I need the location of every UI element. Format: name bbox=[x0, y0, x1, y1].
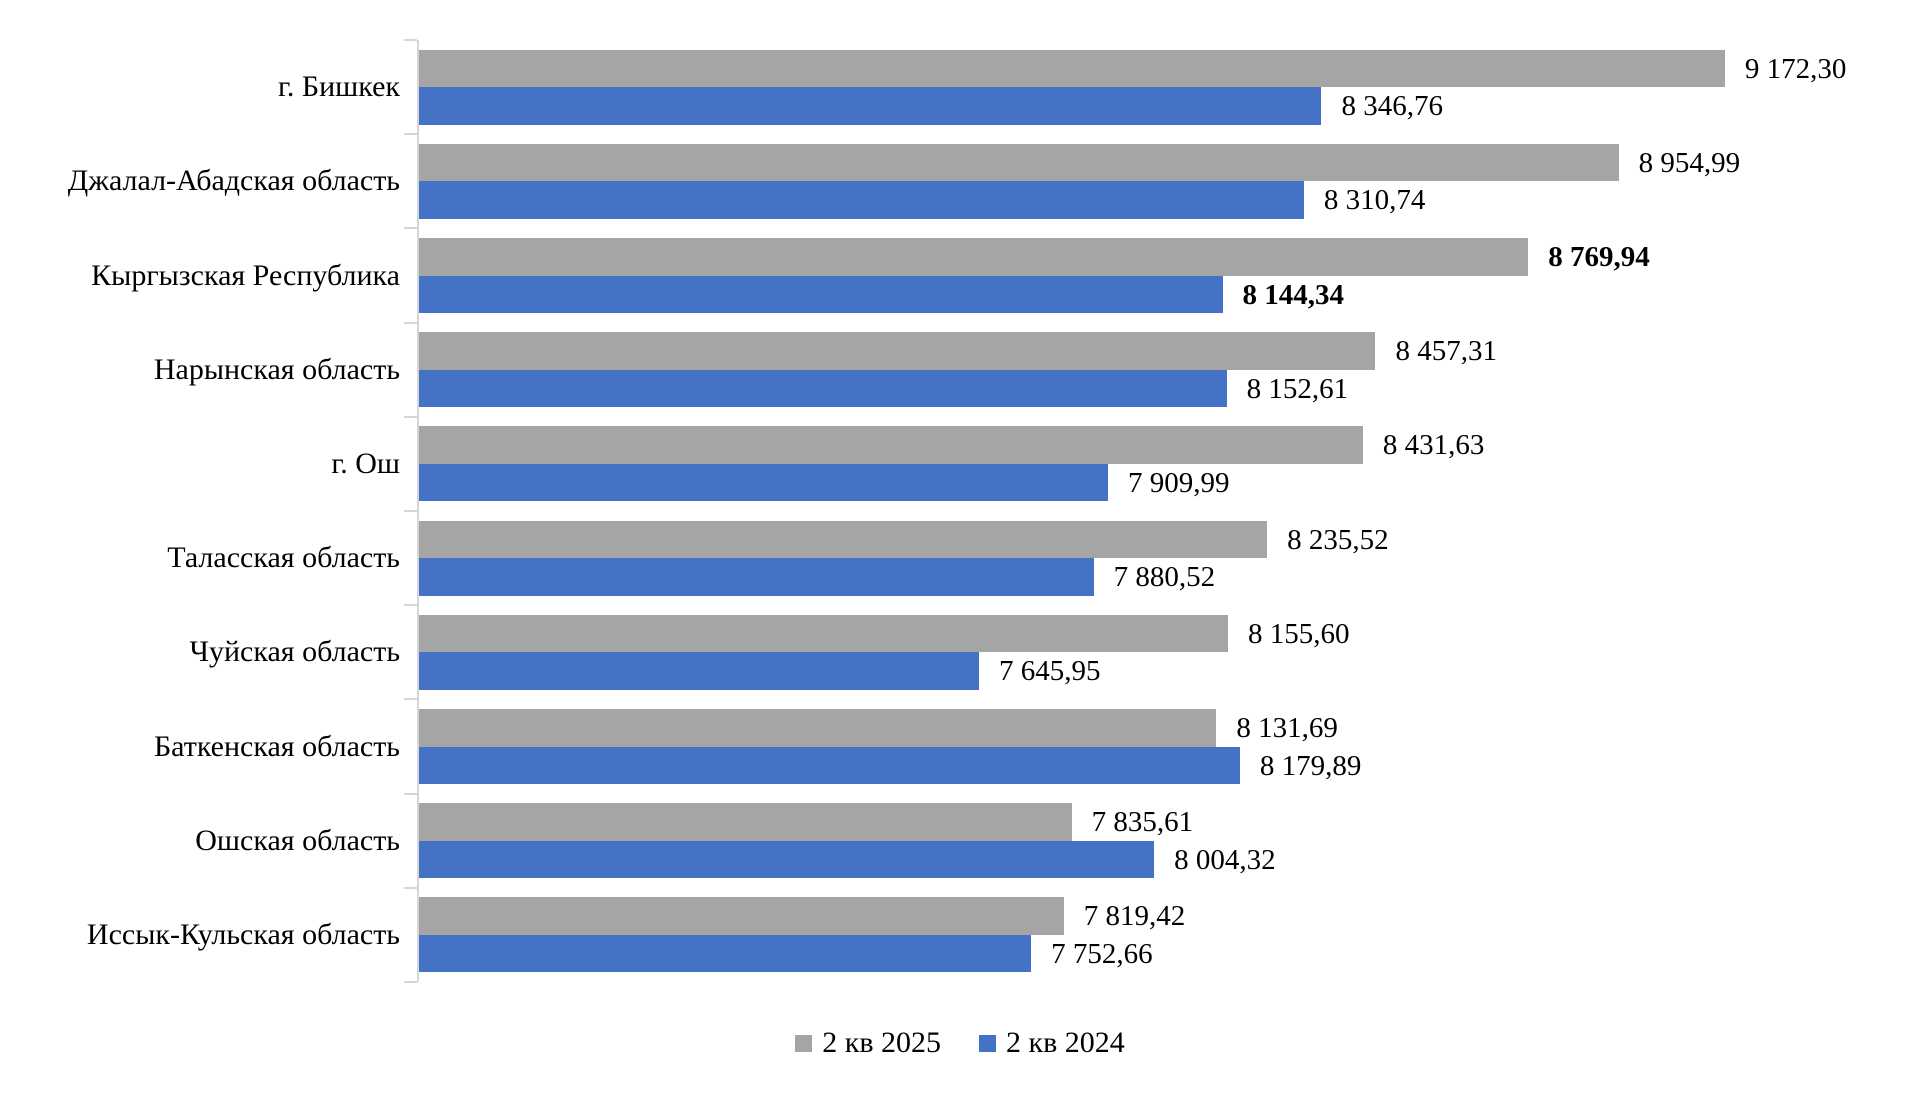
value-label-2-кв-2024: 7 752,66 bbox=[1051, 937, 1153, 970]
bar-2-кв-2025 bbox=[419, 709, 1217, 747]
bar-2-кв-2024 bbox=[419, 652, 979, 690]
axis-tick bbox=[404, 39, 417, 41]
axis-tick bbox=[404, 321, 417, 324]
bar-2-кв-2024 bbox=[419, 275, 1223, 313]
bar-2-кв-2025 bbox=[419, 614, 1229, 653]
bar-2-кв-2025 bbox=[419, 426, 1363, 464]
legend-item-2025: 2 кв 2025 bbox=[795, 1026, 941, 1060]
value-label-2-кв-2024: 8 152,61 bbox=[1246, 372, 1349, 405]
category-label: Ошская область bbox=[195, 823, 400, 857]
category-label: Иссык-Кульская область bbox=[86, 917, 400, 951]
legend-item-2024: 2 кв 2024 bbox=[979, 1026, 1125, 1060]
value-label-2-кв-2025: 8 131,69 bbox=[1236, 712, 1338, 744]
axis-tick bbox=[404, 792, 417, 795]
category-label: Таласская область bbox=[167, 541, 400, 575]
value-label-2-кв-2025: 8 155,60 bbox=[1248, 617, 1350, 650]
category-label: Нарынская область bbox=[153, 352, 400, 386]
value-label-2-кв-2024: 8 346,76 bbox=[1341, 90, 1443, 123]
legend-swatch-2025-icon bbox=[795, 1034, 813, 1052]
bar-2-кв-2025 bbox=[419, 49, 1725, 88]
bar-2-кв-2025 bbox=[419, 332, 1376, 370]
axis-tick bbox=[404, 604, 417, 607]
bar-2-кв-2024 bbox=[419, 181, 1304, 219]
axis-tick bbox=[404, 133, 417, 136]
bar-2-кв-2024 bbox=[419, 369, 1227, 408]
axis-tick bbox=[404, 981, 417, 983]
category-label: г. Бишкек bbox=[277, 70, 400, 104]
bar-2-кв-2024 bbox=[419, 463, 1108, 502]
category-label: г. Ош bbox=[331, 446, 400, 480]
value-label-2-кв-2025: 9 172,30 bbox=[1744, 52, 1847, 85]
value-label-2-кв-2025: 8 235,52 bbox=[1287, 523, 1389, 556]
bar-2-кв-2024 bbox=[419, 840, 1155, 879]
legend: 2 кв 2025 2 кв 2024 bbox=[0, 1026, 1920, 1060]
legend-label-2024: 2 кв 2024 bbox=[1006, 1026, 1125, 1059]
value-label-2-кв-2024: 7 909,99 bbox=[1128, 466, 1230, 499]
bar-2-кв-2025 bbox=[419, 897, 1064, 935]
legend-label-2025: 2 кв 2025 bbox=[822, 1026, 941, 1059]
legend-swatch-2024-icon bbox=[979, 1034, 996, 1052]
bar-2-кв-2024 bbox=[419, 558, 1094, 596]
bar-2-кв-2024 bbox=[419, 87, 1322, 125]
category-label: Кыргызская Республика bbox=[91, 258, 400, 292]
value-label-2-кв-2025: 8 457,31 bbox=[1395, 335, 1497, 368]
bar-2-кв-2024 bbox=[419, 934, 1032, 973]
bar-2-кв-2025 bbox=[419, 803, 1072, 841]
value-label-2-кв-2024: 8 179,89 bbox=[1259, 749, 1362, 782]
category-label: Баткенская область bbox=[153, 729, 400, 763]
axis-tick bbox=[404, 510, 417, 512]
bar-2-кв-2025 bbox=[419, 143, 1619, 182]
value-label-2-кв-2024: 7 645,95 bbox=[998, 655, 1101, 688]
value-label-2-кв-2025: 8 769,94 bbox=[1548, 241, 1650, 273]
value-label-2-кв-2025: 8 954,99 bbox=[1638, 146, 1741, 179]
value-label-2-кв-2025: 7 835,61 bbox=[1091, 806, 1194, 839]
category-label: Чуйская область bbox=[189, 635, 400, 669]
bar-2-кв-2024 bbox=[419, 746, 1240, 784]
value-label-2-кв-2024: 8 004,32 bbox=[1174, 843, 1276, 876]
value-label-2-кв-2024: 7 880,52 bbox=[1113, 561, 1216, 594]
value-label-2-кв-2025: 8 431,63 bbox=[1382, 429, 1485, 462]
category-label: Джалал-Абадская область bbox=[67, 164, 400, 198]
category-axis-line bbox=[417, 40, 419, 982]
value-label-2-кв-2024: 8 144,34 bbox=[1242, 278, 1345, 311]
bar-2-кв-2025 bbox=[419, 238, 1529, 276]
axis-tick bbox=[404, 415, 417, 418]
axis-tick bbox=[404, 227, 417, 230]
axis-tick bbox=[404, 698, 417, 701]
axis-tick bbox=[404, 886, 417, 889]
bar-2-кв-2025 bbox=[419, 520, 1268, 559]
value-label-2-кв-2024: 8 310,74 bbox=[1323, 184, 1426, 217]
value-label-2-кв-2025: 7 819,42 bbox=[1083, 900, 1186, 933]
